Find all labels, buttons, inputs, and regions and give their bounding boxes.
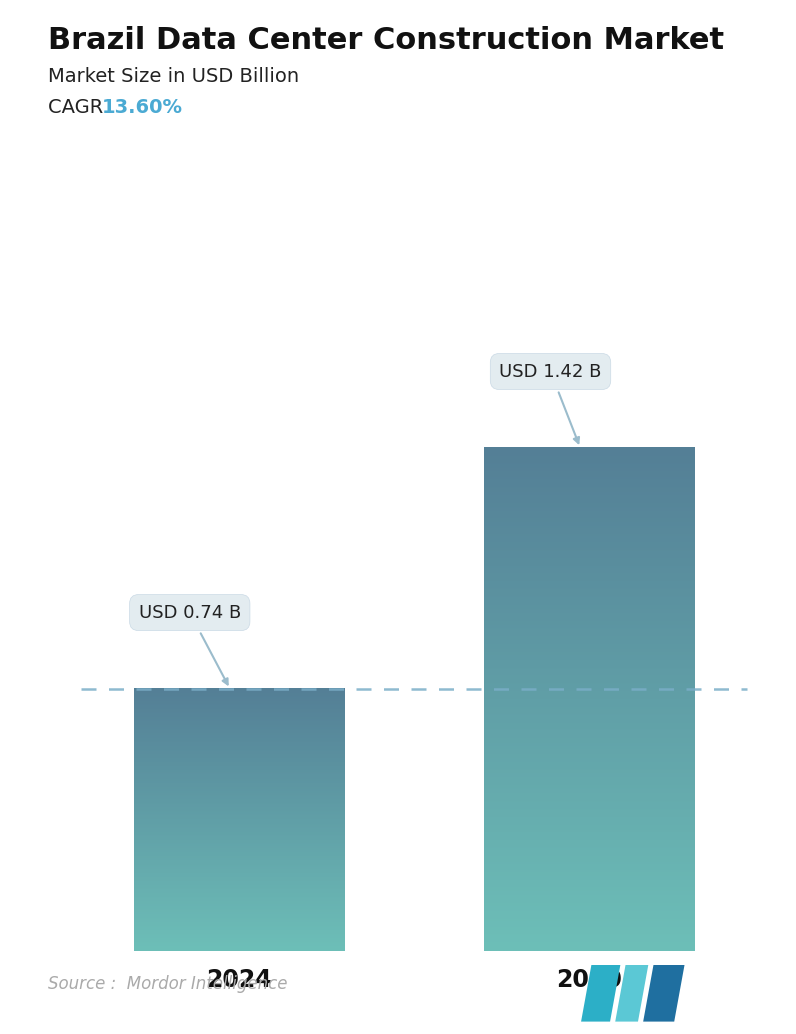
Text: 13.60%: 13.60% [102, 98, 183, 117]
Text: USD 1.42 B: USD 1.42 B [499, 363, 602, 444]
Text: Brazil Data Center Construction Market: Brazil Data Center Construction Market [48, 26, 724, 55]
Polygon shape [581, 965, 620, 1022]
Polygon shape [615, 965, 648, 1022]
Text: Market Size in USD Billion: Market Size in USD Billion [48, 67, 298, 86]
Text: USD 0.74 B: USD 0.74 B [139, 604, 241, 685]
Text: CAGR: CAGR [48, 98, 115, 117]
Text: Source :  Mordor Intelligence: Source : Mordor Intelligence [48, 975, 287, 993]
Polygon shape [643, 965, 685, 1022]
